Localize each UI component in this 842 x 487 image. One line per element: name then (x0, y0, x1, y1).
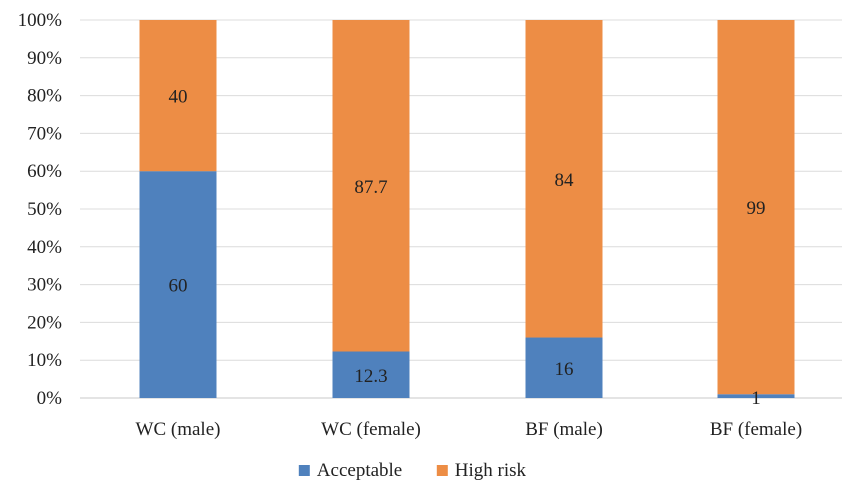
y-tick-label: 80% (27, 86, 62, 107)
x-category-label: WC (male) (136, 419, 221, 440)
data-label-acceptable-bf-male: 16 (555, 359, 574, 380)
y-tick-label: 20% (27, 312, 62, 333)
bar-acceptable-wc-female (332, 351, 410, 398)
y-tick-label: 100% (18, 10, 63, 31)
y-tick-label: 0% (37, 388, 63, 409)
y-tick-label: 90% (27, 48, 62, 69)
bar-high-risk-wc-female (332, 20, 410, 352)
y-tick-label: 10% (27, 350, 62, 371)
y-tick-label: 70% (27, 123, 62, 144)
data-label-high-risk-bf-female: 99 (747, 198, 766, 219)
data-labels: 60 40 12.3 87.7 16 84 1 99 (169, 87, 766, 409)
bar-high-risk-bf-male (525, 20, 603, 338)
legend-swatch-high-risk (436, 465, 448, 476)
legend-label-high-risk: High risk (455, 460, 527, 481)
data-label-acceptable-wc-female: 12.3 (354, 366, 387, 387)
legend: Acceptable High risk (298, 460, 527, 481)
x-category-label: BF (male) (525, 419, 603, 440)
bar-high-risk-bf-female (717, 20, 795, 395)
bar-high-risk-wc-male (139, 20, 217, 172)
bar-acceptable-bf-female (717, 394, 795, 398)
y-tick-label: 50% (27, 199, 62, 220)
data-label-high-risk-wc-male: 40 (169, 87, 188, 108)
x-axis-category-labels: WC (male) WC (female) BF (male) BF (female) (136, 419, 803, 440)
data-label-high-risk-wc-female: 87.7 (354, 177, 387, 198)
x-category-label: WC (female) (321, 419, 421, 440)
y-tick-label: 60% (27, 161, 62, 182)
bar-acceptable-wc-male (139, 171, 217, 398)
y-tick-label: 40% (27, 237, 62, 258)
data-label-acceptable-wc-male: 60 (169, 276, 188, 297)
data-label-high-risk-bf-male: 84 (555, 170, 575, 191)
bar-acceptable-bf-male (525, 337, 603, 398)
x-category-label: BF (female) (710, 419, 802, 440)
legend-swatch-acceptable (298, 465, 310, 476)
legend-label-acceptable: Acceptable (317, 460, 402, 481)
bars (139, 20, 795, 398)
y-axis-tick-labels: 0% 10% 20% 30% 40% 50% 60% 70% 80% 90% 100% (18, 10, 63, 409)
y-tick-label: 30% (27, 275, 62, 296)
data-label-acceptable-bf-female: 1 (751, 388, 761, 409)
